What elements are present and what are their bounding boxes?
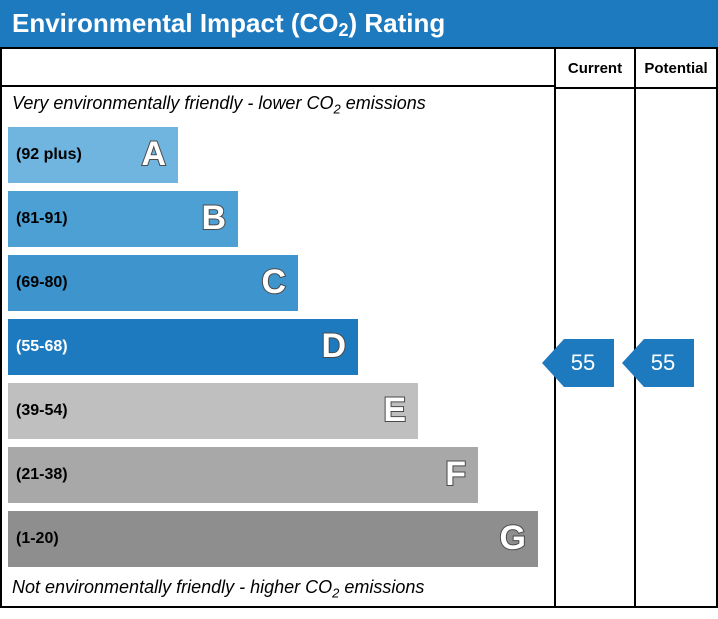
band-range-d: (55-68) (8, 338, 68, 356)
band-range-g: (1-20) (8, 530, 59, 548)
band-range-c: (69-80) (8, 274, 68, 292)
caption-top-suffix: emissions (341, 93, 426, 113)
header-potential: Potential (636, 49, 716, 89)
current-marker: 55 (542, 339, 614, 387)
title-suffix: ) Rating (349, 8, 446, 38)
band-range-e: (39-54) (8, 402, 68, 420)
band-bar-c: (69-80) C (8, 255, 298, 311)
band-bar-g: (1-20) G (8, 511, 538, 567)
chart-title: Environmental Impact (CO2) Rating (0, 0, 718, 47)
band-row-c: (69-80) C (2, 251, 554, 315)
caption-bottom-suffix: emissions (339, 577, 424, 597)
band-bar-f: (21-38) F (8, 447, 478, 503)
header-current: Current (556, 49, 636, 89)
band-bar-a: (92 plus) A (8, 127, 178, 183)
band-row-g: (1-20) G (2, 507, 554, 571)
band-letter-e: E (383, 391, 406, 430)
caption-top-prefix: Very environmentally friendly - lower CO (12, 93, 333, 113)
potential-marker: 55 (622, 339, 694, 387)
caption-top: Very environmentally friendly - lower CO… (2, 87, 554, 123)
potential-column: 55 (636, 87, 716, 606)
band-row-f: (21-38) F (2, 443, 554, 507)
band-letter-d: D (321, 327, 346, 366)
band-letter-c: C (261, 263, 286, 302)
header-spacer (2, 49, 556, 87)
band-letter-b: B (201, 199, 226, 238)
band-letter-a: A (141, 135, 166, 174)
band-range-b: (81-91) (8, 210, 68, 228)
band-bar-d: (55-68) D (8, 319, 358, 375)
band-row-d: (55-68) D (2, 315, 554, 379)
header-row: Current Potential (0, 47, 718, 87)
caption-bottom-prefix: Not environmentally friendly - higher CO (12, 577, 332, 597)
chart-body: Current Potential Very environmentally f… (0, 47, 718, 608)
potential-value: 55 (641, 350, 675, 376)
epc-rating-chart: Environmental Impact (CO2) Rating Curren… (0, 0, 718, 619)
caption-top-sub: 2 (333, 102, 340, 117)
band-range-a: (92 plus) (8, 146, 82, 164)
band-row-a: (92 plus) A (2, 123, 554, 187)
band-letter-f: F (445, 455, 466, 494)
caption-bottom: Not environmentally friendly - higher CO… (2, 571, 554, 607)
title-prefix: Environmental Impact (CO (12, 8, 339, 38)
bands-column: Very environmentally friendly - lower CO… (2, 87, 556, 606)
title-sub: 2 (339, 20, 349, 40)
band-bar-e: (39-54) E (8, 383, 418, 439)
band-letter-g: G (500, 519, 526, 558)
current-value: 55 (561, 350, 595, 376)
chart-grid: Very environmentally friendly - lower CO… (0, 87, 718, 608)
band-bar-b: (81-91) B (8, 191, 238, 247)
band-row-b: (81-91) B (2, 187, 554, 251)
band-row-e: (39-54) E (2, 379, 554, 443)
band-range-f: (21-38) (8, 466, 68, 484)
